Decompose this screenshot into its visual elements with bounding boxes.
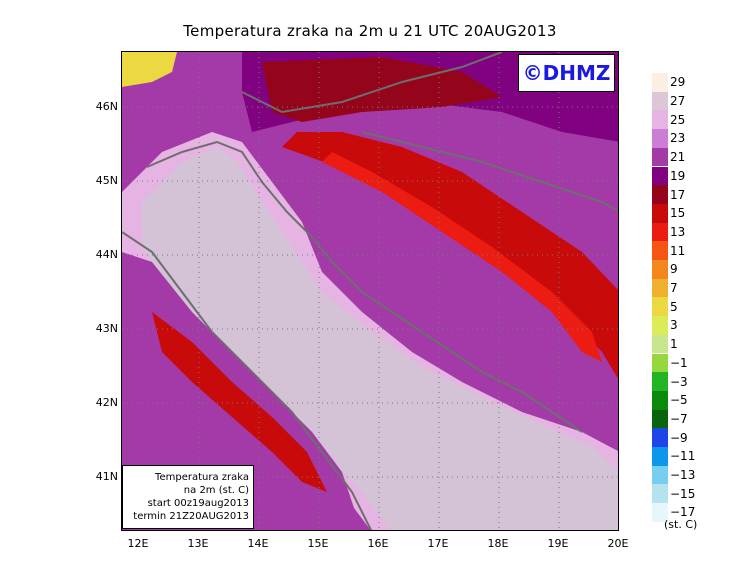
inland-border <box>361 131 618 213</box>
lat-label-41n: 41N <box>95 470 118 483</box>
lat-label-46n: 46N <box>95 100 118 113</box>
info-box: Temperatura zraka na 2m (st. C) start 00… <box>122 465 254 529</box>
graticule <box>122 52 618 530</box>
legend-level-label: −13 <box>670 468 696 483</box>
legend-swatch <box>652 484 668 504</box>
legend-swatch <box>652 353 668 373</box>
legend-swatch <box>652 390 668 410</box>
legend-swatch <box>652 372 668 391</box>
lon-label-18e: 18E <box>487 537 509 550</box>
legend-level-label: 7 <box>670 281 678 296</box>
legend-level-label: 29 <box>670 75 686 90</box>
map-title: Temperatura zraka na 2m u 21 UTC 20AUG20… <box>183 22 557 40</box>
legend-unit: (st. C) <box>664 518 698 531</box>
italy-hot-band <box>152 312 327 492</box>
adriatic-sea <box>142 147 618 530</box>
legend-level-label: −17 <box>670 505 696 520</box>
italy-coastline <box>122 231 373 530</box>
legend-level-label: −5 <box>670 393 688 408</box>
legend-level-label: 17 <box>670 187 686 202</box>
legend-swatch <box>652 185 668 204</box>
info-line-2: na 2m (st. C) <box>183 485 249 496</box>
legend-swatch <box>652 241 668 260</box>
legend-swatch <box>652 203 668 223</box>
legend-swatch <box>652 316 668 335</box>
info-line-1: Temperatura zraka <box>155 472 249 483</box>
legend-level-label: 19 <box>670 168 686 183</box>
legend-level-label: 5 <box>670 299 678 314</box>
legend-swatch <box>652 260 668 279</box>
map-canvas <box>122 52 618 530</box>
legend-swatch <box>652 129 668 148</box>
legend-swatch <box>652 110 668 130</box>
lon-label-15e: 15E <box>307 537 329 550</box>
legend-swatch <box>652 91 668 111</box>
lon-label-14e: 14E <box>247 537 269 550</box>
legend-level-label: 13 <box>670 224 686 239</box>
legend-swatch <box>652 503 668 522</box>
temperature-map <box>121 51 619 531</box>
legend-level-label: 1 <box>670 337 678 352</box>
legend-swatch <box>652 465 668 485</box>
legend-level-label: 11 <box>670 243 686 258</box>
legend-level-label: −15 <box>670 486 696 501</box>
legend-swatch <box>652 222 668 242</box>
legend-swatch <box>652 147 668 167</box>
legend-swatch <box>652 428 668 447</box>
legend-swatch <box>652 334 668 354</box>
lon-label-16e: 16E <box>367 537 389 550</box>
inland-hot-band <box>282 132 618 379</box>
lon-label-17e: 17E <box>427 537 449 550</box>
legend-level-label: 27 <box>670 94 686 109</box>
info-line-4: termin 21Z20AUG2013 <box>133 511 249 522</box>
legend-swatch <box>652 166 668 186</box>
lon-label-20e: 20E <box>607 537 629 550</box>
legend-level-label: −1 <box>670 355 688 370</box>
legend-level-label: 3 <box>670 318 678 333</box>
legend-level-label: 25 <box>670 112 686 127</box>
lat-label-43n: 43N <box>95 322 118 335</box>
lon-label-13e: 13E <box>187 537 209 550</box>
legend-level-label: −9 <box>670 430 688 445</box>
dhmz-logo: ©DHMZ <box>518 54 615 92</box>
legend-level-label: 21 <box>670 150 686 165</box>
legend-level-label: 23 <box>670 131 686 146</box>
legend-level-label: −7 <box>670 411 688 426</box>
legend-level-label: −11 <box>670 449 696 464</box>
lat-label-44n: 44N <box>95 248 118 261</box>
legend-swatch <box>652 447 668 466</box>
legend-level-label: 15 <box>670 206 686 221</box>
info-line-3: start 00z19aug2013 <box>147 498 249 509</box>
legend-swatch <box>652 278 668 298</box>
legend-swatch <box>652 297 668 317</box>
alps-cool-patch <box>122 52 177 87</box>
legend-swatch <box>652 73 668 92</box>
lat-label-42n: 42N <box>95 396 118 409</box>
lon-label-19e: 19E <box>547 537 569 550</box>
northern-border <box>241 52 503 114</box>
legend-level-label: −3 <box>670 374 688 389</box>
legend-swatch <box>652 409 668 429</box>
east-adriatic-coastline <box>146 140 583 433</box>
lon-label-12e: 12E <box>127 537 149 550</box>
legend-level-label: 9 <box>670 262 678 277</box>
lat-label-45n: 45N <box>95 174 118 187</box>
inland-hottest-band <box>322 152 602 362</box>
